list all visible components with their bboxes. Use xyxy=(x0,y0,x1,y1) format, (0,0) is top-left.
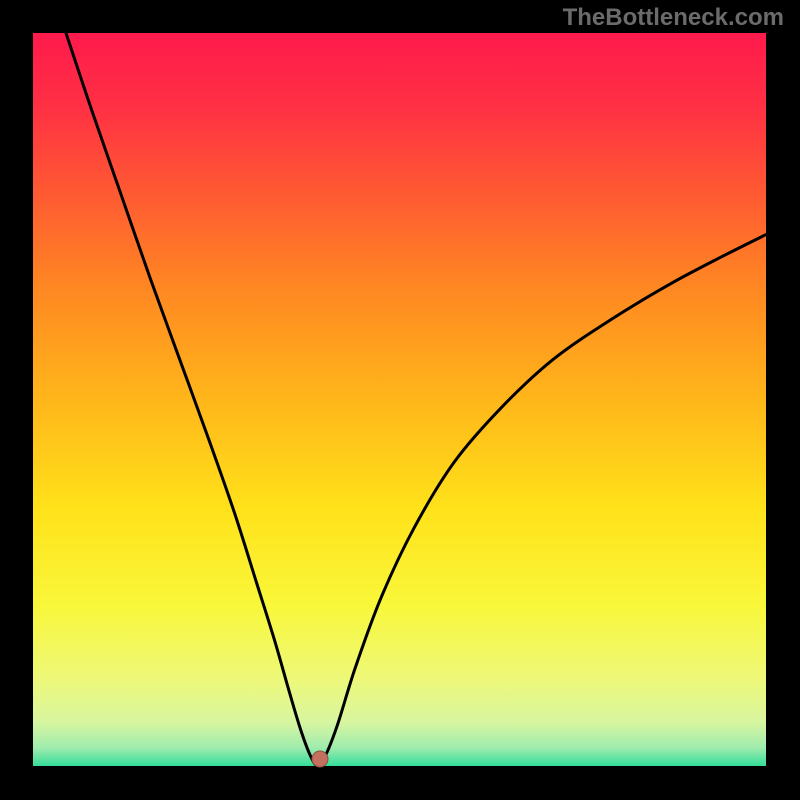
optimal-point-marker xyxy=(312,751,329,768)
bottleneck-curve xyxy=(33,33,766,766)
watermark-text: TheBottleneck.com xyxy=(563,4,784,32)
chart-container: TheBottleneck.com xyxy=(0,0,800,800)
plot-area xyxy=(33,33,766,766)
